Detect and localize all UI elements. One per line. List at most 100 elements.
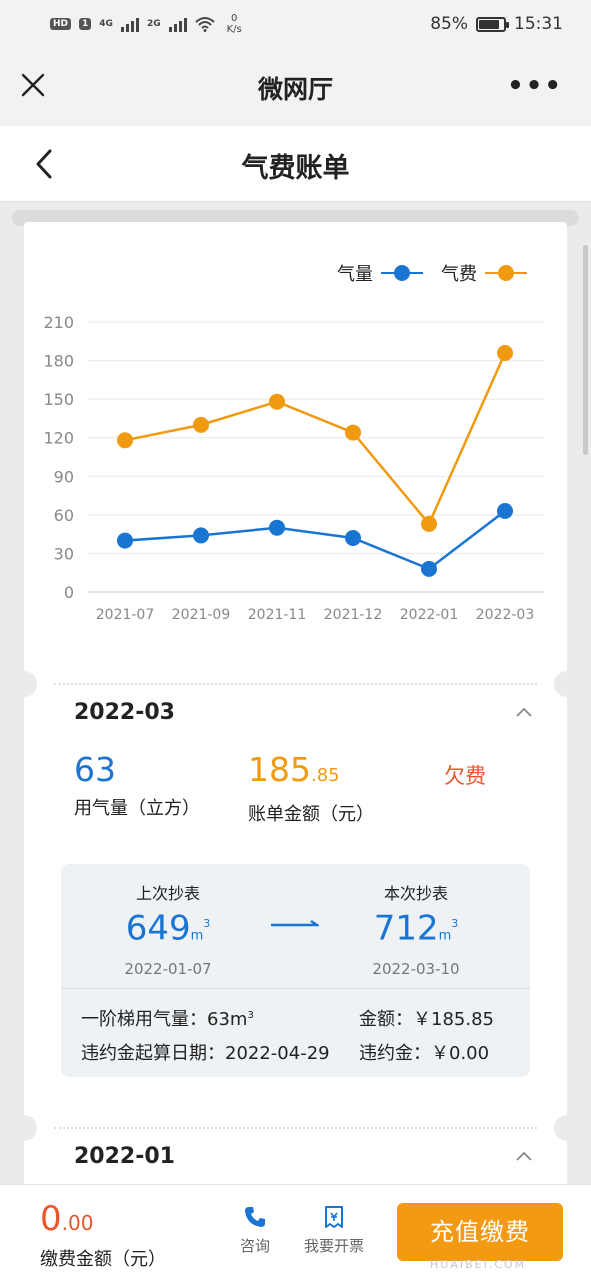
- arrow-right-icon: [271, 920, 319, 927]
- period-title: 2022-03: [74, 700, 175, 725]
- data-point-fee: [421, 515, 437, 532]
- chevron-up-icon-2[interactable]: [515, 1150, 533, 1162]
- recharge-pay-button[interactable]: 充值缴费: [397, 1203, 563, 1261]
- data-point-gas: [421, 560, 437, 577]
- data-point-fee: [269, 393, 285, 410]
- page-header: 气费账单: [0, 126, 591, 202]
- data-point-fee: [497, 345, 513, 362]
- network-speed: 0 K/s: [226, 13, 242, 35]
- consult-button[interactable]: 咨询: [240, 1205, 270, 1256]
- y-tick-label: 120: [43, 429, 74, 448]
- gas-volume-metric: 63 用气量（立方）: [74, 750, 200, 820]
- legend-fee-label: 气费: [441, 264, 477, 285]
- clock: 15:31: [514, 14, 563, 34]
- gas-volume-label: 用气量（立方）: [74, 798, 200, 819]
- y-tick-label: 150: [43, 390, 74, 409]
- phone-icon: [245, 1207, 265, 1227]
- battery-icon: [476, 16, 509, 32]
- tier-usage: 一阶梯用气量：63m3: [81, 1009, 254, 1030]
- previous-reading: 上次抄表 649m3 2022-01-07: [83, 880, 253, 978]
- previous-reading-value: 649m3: [125, 908, 211, 949]
- data-point-fee: [345, 424, 361, 441]
- legend-gas-swatch: [381, 265, 423, 281]
- chart-legend: 气量 气费: [337, 260, 527, 286]
- card-notch-right: [554, 671, 567, 697]
- card-notch-left-2: [24, 1115, 37, 1141]
- current-reading: 本次抄表 712m3 2022-03-10: [331, 880, 501, 978]
- scrollbar[interactable]: [583, 245, 588, 455]
- bill-amount-label: 账单金额（元）: [248, 804, 374, 825]
- invoice-button[interactable]: 我要开票: [304, 1205, 364, 1256]
- x-tick-label: 2022-03: [476, 607, 535, 623]
- chevron-up-icon[interactable]: [515, 706, 533, 718]
- y-tick-label: 210: [43, 313, 74, 332]
- network-2g-label: 2G: [146, 19, 161, 29]
- data-point-fee: [117, 432, 133, 449]
- x-tick-label: 2021-12: [324, 607, 383, 623]
- meter-divider: [61, 988, 530, 989]
- y-tick-label: 60: [54, 506, 74, 525]
- bill-amount-value: 185.85: [248, 750, 340, 789]
- hd-badge: HD: [50, 18, 72, 30]
- tier-amount: 金额：￥185.85: [359, 1009, 494, 1030]
- status-bar: HD 1 4G 2G 0 K/s 85% 15:31: [0, 0, 591, 48]
- series-line-fee: [124, 352, 507, 527]
- data-point-gas: [269, 519, 285, 536]
- data-point-fee: [193, 416, 209, 433]
- close-icon[interactable]: [18, 70, 48, 100]
- y-tick-label: 180: [43, 352, 74, 371]
- bill-card: 气量 气费 0 30 60 90 120 150 180 210 2021-07 2021-09 2…: [24, 222, 567, 1187]
- invoice-icon: [325, 1206, 343, 1228]
- card-notch-left: [24, 671, 37, 697]
- x-tick-label: 2021-09: [172, 607, 231, 623]
- app-bar: 微网厅 •••: [0, 48, 591, 126]
- previous-reading-caption: 上次抄表: [135, 884, 200, 903]
- current-reading-value: 712m3: [373, 908, 459, 949]
- bill-amount-metric: 185.85 账单金额（元）: [248, 750, 374, 826]
- data-point-gas: [193, 527, 209, 544]
- data-point-gas: [497, 503, 513, 519]
- y-tick-label: 30: [54, 544, 74, 563]
- card-divider: [54, 683, 537, 685]
- card-divider-2: [54, 1127, 537, 1129]
- data-point-gas: [345, 530, 361, 546]
- page-title: 气费账单: [241, 153, 350, 184]
- network-4g-label: 4G: [99, 19, 113, 29]
- card-notch-right-2: [554, 1115, 567, 1141]
- x-tick-label: 2021-07: [96, 607, 155, 623]
- legend-gas-label: 气量: [337, 264, 373, 285]
- y-tick-label: 0: [64, 583, 74, 602]
- period-title-2: 2022-01: [74, 1144, 175, 1169]
- usage-line-chart: 0 30 60 90 120 150 180 210 2021-07 2021-09 2021-11…: [43, 313, 544, 623]
- signal-icon: [120, 16, 139, 32]
- more-options-icon[interactable]: •••: [507, 71, 563, 101]
- legend-fee-swatch: [485, 265, 527, 281]
- x-tick-label: 2022-01: [400, 607, 459, 623]
- payment-amount: 0.00: [40, 1199, 94, 1239]
- watermark: HUAIBEI.COM: [430, 1258, 527, 1271]
- current-reading-date: 2022-03-10: [372, 960, 460, 979]
- wifi-icon: [194, 17, 215, 32]
- meter-reading-panel: 上次抄表 649m3 2022-01-07 本次抄表 712m3 2022-03…: [61, 864, 530, 1077]
- bottom-action-bar: 0.00 缴费金额（元） 咨询 我要开票 充值缴费: [0, 1184, 591, 1280]
- consult-label: 咨询: [240, 1237, 271, 1255]
- data-point-gas: [117, 532, 133, 549]
- penalty-amount: 违约金：￥0.00: [359, 1043, 490, 1064]
- back-arrow-icon[interactable]: [32, 148, 56, 180]
- payment-amount-label: 缴费金额（元）: [40, 1249, 166, 1270]
- app-title: 微网厅: [257, 75, 333, 104]
- series-line-gas: [124, 510, 506, 571]
- battery-percent: 85%: [430, 14, 468, 34]
- x-tick-label: 2021-11: [248, 607, 307, 623]
- previous-reading-date: 2022-01-07: [124, 960, 212, 979]
- current-reading-caption: 本次抄表: [383, 884, 448, 903]
- signal-icon-2: [168, 16, 187, 32]
- legend-item-fee[interactable]: 气费: [441, 260, 527, 286]
- y-tick-label: 90: [54, 467, 74, 486]
- sim-badge: 1: [79, 18, 92, 30]
- status-badge: 欠费: [444, 764, 486, 788]
- gas-volume-value: 63: [74, 750, 116, 789]
- penalty-start-date: 违约金起算日期：2022-04-29: [81, 1043, 330, 1064]
- invoice-label: 我要开票: [304, 1237, 365, 1255]
- legend-item-gas[interactable]: 气量: [337, 260, 423, 286]
